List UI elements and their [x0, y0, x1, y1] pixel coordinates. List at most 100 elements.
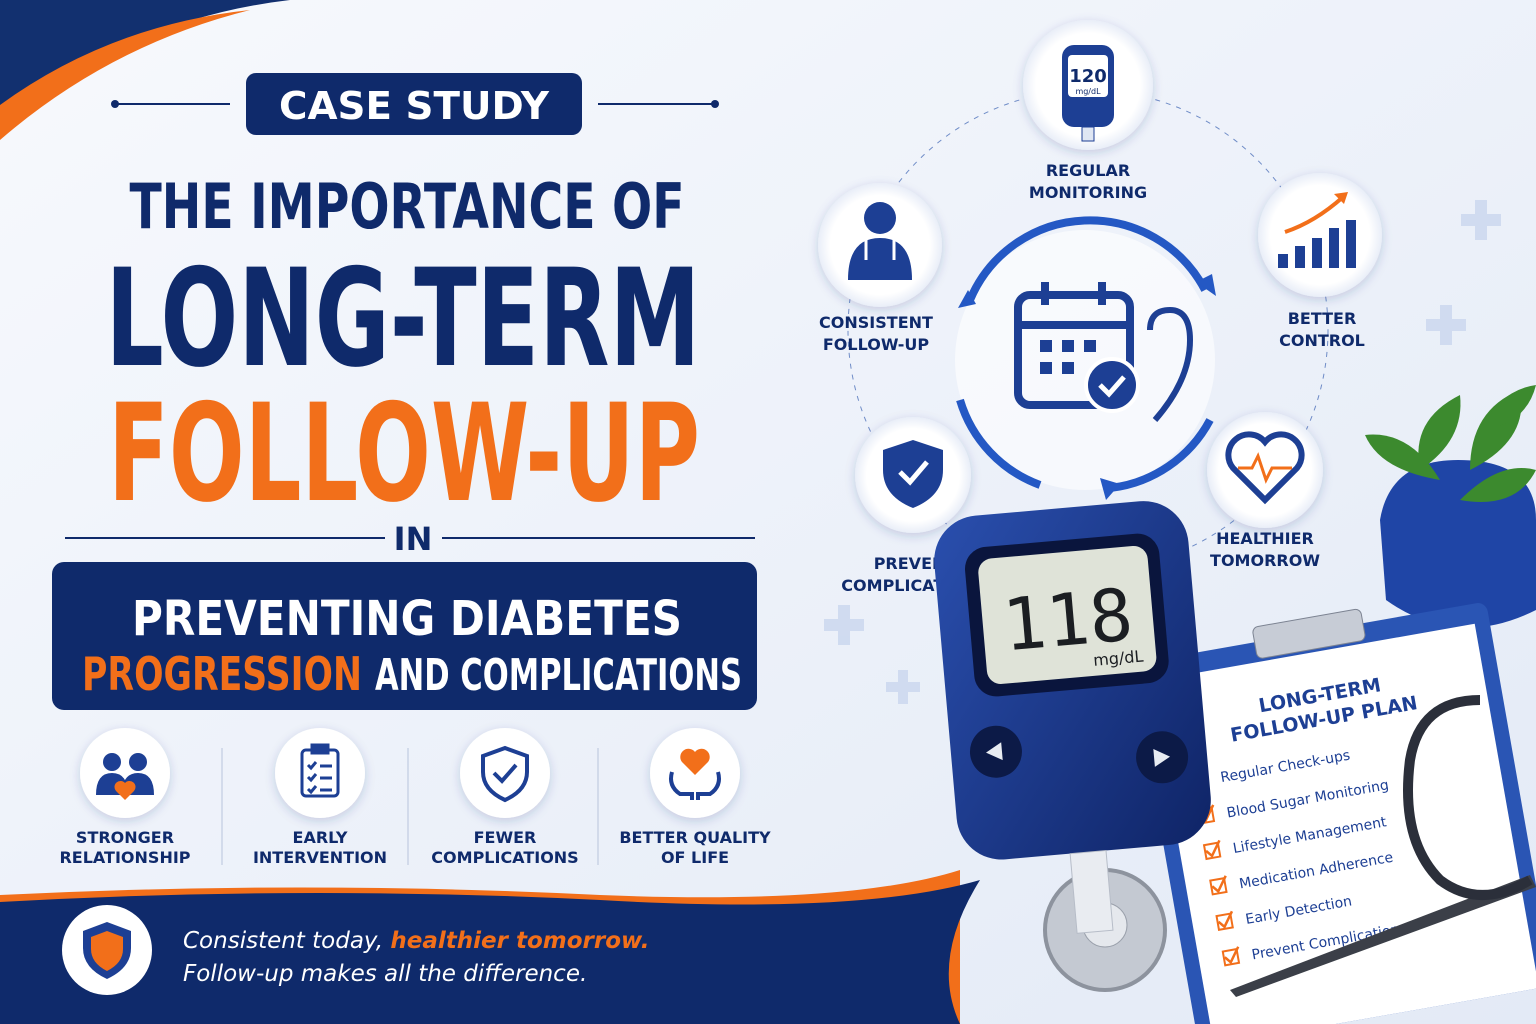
pulse — [1238, 452, 1292, 484]
decor — [306, 761, 332, 795]
decor — [1062, 340, 1074, 352]
decor — [1460, 468, 1536, 502]
bars-icon — [1278, 220, 1356, 268]
corner-swoosh — [0, 0, 290, 130]
cycle-label: HEALTHIER — [1216, 529, 1314, 548]
plant-pot — [1380, 460, 1536, 628]
decor — [103, 753, 121, 771]
cycle-label: CONTROL — [1279, 331, 1365, 350]
shield-icon — [481, 745, 529, 803]
checkmark — [1205, 839, 1221, 858]
decor — [1461, 200, 1501, 240]
cycle-label: MONITORING — [1029, 183, 1147, 202]
footer-wave — [0, 880, 980, 1024]
decor — [1480, 385, 1536, 430]
cycle-label: BETTER — [1288, 309, 1357, 328]
benefit-label: INTERVENTION — [253, 848, 387, 867]
footer-highlight: healthier tomorrow. — [390, 928, 649, 954]
benefit-icon — [460, 728, 550, 818]
trend-arrow — [1284, 195, 1345, 234]
title-line: LONG-TERM — [106, 240, 701, 397]
heart-icon — [1225, 431, 1305, 505]
check — [1098, 375, 1126, 398]
test-strip — [1069, 849, 1114, 934]
mini-strip — [1081, 126, 1095, 142]
cycle-label: TOMORROW — [1210, 551, 1320, 570]
hands-icon — [669, 771, 721, 800]
clipboard-icon — [300, 743, 340, 798]
subtitle-box — [52, 562, 757, 710]
stethoscope-icon — [1147, 306, 1194, 422]
decor — [1040, 362, 1052, 374]
calendar-icon — [1014, 282, 1134, 409]
mini-reading: 120 — [1069, 66, 1107, 87]
doctor-head — [864, 202, 896, 234]
mini-screen — [1068, 55, 1108, 97]
plus-decor — [824, 200, 1501, 704]
decor — [886, 670, 920, 704]
check-icon — [492, 763, 518, 784]
corner-accent — [0, 10, 250, 140]
cycle-icon — [1258, 173, 1382, 297]
benefit-label: OF LIFE — [661, 848, 729, 867]
mini-unit: mg/dL — [1075, 87, 1101, 96]
badge — [246, 73, 582, 135]
benefit-label: STRONGER — [76, 828, 174, 847]
checkbox — [1202, 841, 1222, 861]
reading: 118 — [999, 572, 1136, 667]
decor — [1062, 362, 1074, 374]
badge-text: CASE STUDY — [279, 84, 549, 128]
benefit-label: COMPLICATIONS — [431, 848, 578, 867]
clipboard-paper — [1149, 623, 1536, 1024]
reading-unit: mg/dL — [1092, 647, 1144, 670]
decor — [310, 743, 330, 755]
benefit-icon — [80, 728, 170, 818]
subtitle-line: PREVENTING DIABETES — [132, 591, 682, 647]
cycle-label: FOLLOW-UP — [823, 335, 930, 354]
benefit-label: FEWER — [474, 828, 537, 847]
benefit-icon — [275, 728, 365, 818]
title-line: FOLLOW-UP — [108, 375, 700, 532]
calendar-days — [1040, 340, 1096, 374]
subtitle-rest: AND COMPLICATIONS — [375, 650, 742, 701]
heart-icon — [680, 748, 710, 775]
checkbox — [1209, 877, 1228, 896]
glucose-meter: 118 mg/dL — [934, 501, 1211, 934]
clipboard: LONG-TERM FOLLOW-UP PLAN Regular Check-u… — [1133, 603, 1536, 1024]
decor — [1040, 340, 1052, 352]
decor — [1365, 434, 1440, 480]
checkbox — [1215, 912, 1234, 931]
subtitle-highlight: PROGRESSION — [82, 647, 362, 701]
checkmark — [1217, 910, 1234, 929]
clip — [1252, 608, 1366, 659]
check — [898, 460, 929, 486]
pen — [1230, 875, 1536, 997]
stethoscope-tube — [1403, 695, 1533, 900]
cycle-icon — [1207, 412, 1323, 528]
decor — [1014, 291, 1134, 409]
decor — [114, 780, 136, 800]
checkmark — [1224, 946, 1240, 965]
decor — [1426, 305, 1466, 345]
screen — [978, 545, 1157, 684]
benefit-label: BETTER QUALITY — [619, 828, 771, 847]
dot — [711, 100, 719, 108]
benefit-label: RELATIONSHIP — [59, 848, 190, 867]
decor — [1084, 340, 1096, 352]
footer-lead: Consistent today, — [183, 928, 383, 954]
shield-icon — [883, 440, 943, 508]
footer-shield-inner — [91, 931, 123, 971]
cycle-arrows — [956, 216, 1214, 492]
title-line: THE IMPORTANCE OF — [130, 170, 685, 243]
decor — [1418, 395, 1461, 470]
plant-leaves — [1365, 385, 1536, 502]
cycle-label: CONSISTENT — [819, 313, 933, 332]
checkmark — [1211, 875, 1227, 894]
benefits — [80, 728, 740, 865]
benefit-label: EARLY — [293, 828, 348, 847]
doctor-body — [848, 238, 912, 280]
footer-line: Consistent today, healthier tomorrow. — [183, 928, 650, 954]
